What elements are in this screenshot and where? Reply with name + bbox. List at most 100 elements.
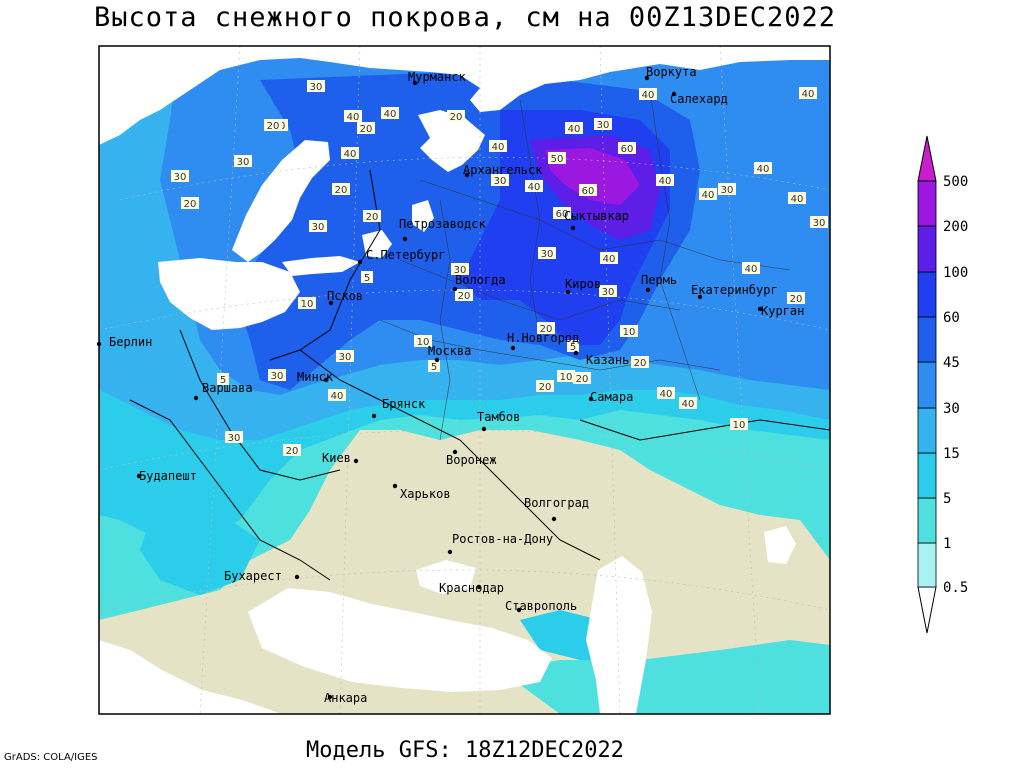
svg-text:5: 5 (570, 342, 576, 353)
city-label: Москва (428, 344, 471, 358)
svg-text:30: 30 (813, 218, 826, 229)
city-marker (570, 225, 576, 231)
svg-text:30: 30 (494, 176, 507, 187)
contour-value-label: 30 (171, 170, 189, 183)
svg-text:40: 40 (659, 176, 672, 187)
city-label: Киев (322, 451, 351, 465)
city-label: С.Петербург (366, 248, 445, 262)
legend-level-label: 45 (943, 355, 960, 371)
svg-text:20: 20 (790, 294, 803, 305)
city-marker (573, 350, 579, 356)
city-marker (323, 377, 329, 383)
svg-text:20: 20 (458, 291, 471, 302)
contour-value-label: 5 (567, 340, 579, 353)
aral-sea (764, 526, 796, 564)
city-marker (136, 473, 142, 479)
legend-band (917, 542, 937, 588)
svg-text:40: 40 (682, 399, 695, 410)
svg-text:40: 40 (603, 254, 616, 265)
city-label: Н.Новгород (507, 331, 579, 345)
city-label: Волгоград (524, 496, 589, 510)
legend-band (917, 316, 937, 363)
city-marker (371, 413, 377, 419)
city-marker (434, 357, 440, 363)
contour-value-label: 20 (181, 197, 199, 210)
map-area (99, 46, 830, 714)
city-marker (357, 259, 363, 265)
city-label: Мурманск (408, 70, 467, 84)
contour-value-label: 20 (631, 356, 649, 369)
city-marker (294, 574, 300, 580)
svg-text:10: 10 (301, 299, 314, 310)
city-label: Пермь (641, 273, 677, 287)
adriatic-mediterranean (99, 640, 282, 714)
contour-value-label: 30 (718, 183, 736, 196)
city-marker (328, 300, 334, 306)
contour-value-label: 40 (381, 107, 399, 120)
legend-band (917, 225, 937, 273)
city-marker (644, 75, 650, 81)
city-label: Воркута (646, 65, 697, 79)
city-label: Вологда (455, 273, 506, 287)
contour-value-label: 5 (428, 360, 440, 373)
contour-value-label: 10 (620, 325, 638, 338)
contour-value-label: 60 (618, 142, 636, 155)
contour-value-label: 40 (525, 180, 543, 193)
legend-band (917, 180, 937, 227)
svg-text:20: 20 (450, 112, 463, 123)
svg-text:50: 50 (551, 154, 564, 165)
svg-text:10: 10 (623, 327, 636, 338)
contour-value-label: 40 (639, 88, 657, 101)
legend-band (917, 407, 937, 454)
svg-text:40: 40 (702, 190, 715, 201)
city-label: Варшава (202, 381, 253, 395)
sea-of-azov (416, 560, 476, 594)
svg-text:30: 30 (312, 222, 325, 233)
contour-value-label: 40 (699, 188, 717, 201)
city-marker (412, 80, 418, 86)
svg-text:30: 30 (597, 120, 610, 131)
svg-text:40: 40 (802, 89, 815, 100)
gulf-of-finland (282, 256, 360, 276)
svg-text:40: 40 (660, 389, 673, 400)
svg-text:5: 5 (364, 273, 370, 284)
svg-text:30: 30 (541, 249, 554, 260)
contour-value-label: 40 (565, 122, 583, 135)
contour-value-label: 60 (553, 207, 571, 220)
city-label: Киров (565, 277, 601, 291)
svg-text:40: 40 (384, 109, 397, 120)
city-marker (327, 694, 333, 700)
contour-value-label: 20 (787, 292, 805, 305)
contour-value-label: 30 (538, 247, 556, 260)
city-label: Петрозаводск (399, 217, 486, 231)
svg-text:20: 20 (360, 124, 373, 135)
contour-value-label: 30 (810, 216, 828, 229)
city-marker (516, 607, 522, 613)
city-label: Краснодар (439, 581, 504, 595)
svg-text:20: 20 (267, 121, 280, 132)
svg-text:10: 10 (560, 372, 573, 383)
city-marker (481, 426, 487, 432)
svg-text:20: 20 (540, 324, 553, 335)
city-label: Минск (297, 370, 334, 384)
caspian-sea (586, 556, 652, 714)
city-marker (402, 236, 408, 242)
city-marker (671, 91, 677, 97)
contour-value-label: 20 (447, 110, 465, 123)
city-label: Бухарест (224, 569, 282, 583)
svg-text:40: 40 (528, 182, 541, 193)
city-marker (392, 483, 398, 489)
contour-value-label: 5 (361, 271, 373, 284)
city-label: Харьков (400, 487, 451, 501)
city-label: Ставрополь (505, 599, 577, 613)
svg-text:30: 30 (271, 371, 284, 382)
svg-text:40: 40 (757, 164, 770, 175)
contour-value-label: 40 (489, 140, 507, 153)
legend-band-below-min (917, 586, 937, 634)
svg-text:10: 10 (733, 420, 746, 431)
svg-text:40: 40 (642, 90, 655, 101)
city-marker (353, 458, 359, 464)
svg-text:30: 30 (310, 82, 323, 93)
contour-value-label: 30 (268, 369, 286, 382)
